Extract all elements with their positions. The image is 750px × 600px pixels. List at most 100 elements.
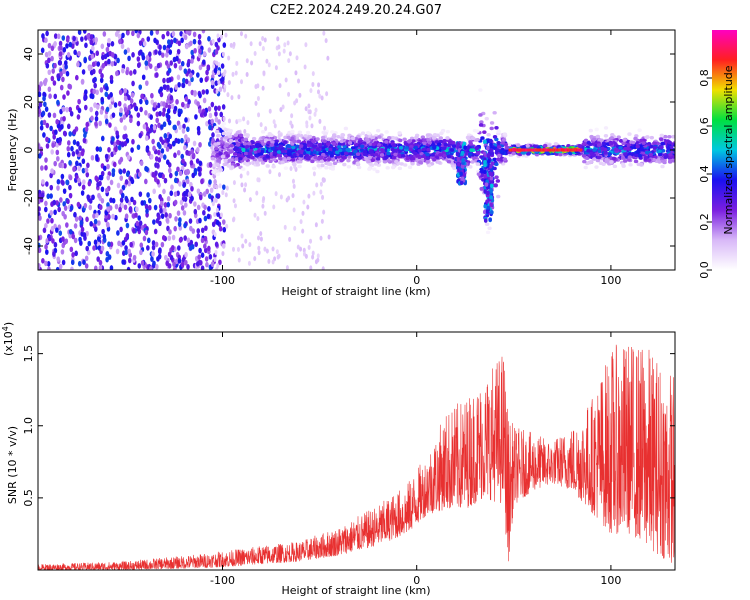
spectrogram-cell bbox=[121, 67, 125, 74]
spectrogram-cell bbox=[425, 156, 431, 160]
spectrogram-cell bbox=[85, 171, 90, 178]
spectrogram-cell bbox=[123, 49, 128, 55]
spectrogram-cell bbox=[330, 157, 336, 162]
spectrogram-cell bbox=[281, 104, 285, 110]
spectrogram-cell bbox=[394, 159, 399, 164]
spectrogram-cell bbox=[456, 141, 460, 147]
spectrogram-cell bbox=[45, 136, 49, 143]
spectrogram-cell bbox=[280, 160, 285, 165]
spectrogram-cell bbox=[97, 192, 101, 199]
spectrogram-cell bbox=[106, 163, 110, 170]
spectrogram-cell bbox=[77, 50, 81, 57]
spectrogram-cell bbox=[494, 175, 499, 180]
spectrogram-cell bbox=[76, 61, 80, 68]
spectrogram-cell bbox=[44, 244, 48, 250]
spectrogram-cell bbox=[53, 160, 57, 167]
spectrogram-cell bbox=[199, 77, 204, 83]
spectrogram-cell bbox=[189, 72, 193, 79]
spectrogram-cell bbox=[130, 92, 135, 98]
spectrogram-cell bbox=[297, 78, 301, 84]
spectrogram-cell bbox=[253, 212, 257, 218]
spectrogram-cell bbox=[224, 192, 228, 198]
spectrogram-cell bbox=[581, 142, 587, 146]
spectrogram-cell bbox=[219, 111, 224, 118]
spectrogram-cell bbox=[306, 140, 312, 145]
spectrogram-cell bbox=[178, 170, 183, 177]
spectrogram-cell bbox=[268, 108, 272, 114]
spectrogram-cell bbox=[219, 139, 224, 144]
spectrogram-cell bbox=[99, 174, 104, 181]
spectrogram-cell bbox=[113, 102, 118, 108]
spectrogram-cell bbox=[482, 151, 487, 156]
spectrogram-cell bbox=[84, 42, 88, 49]
spectrogram-cell bbox=[324, 165, 329, 170]
spectrogram-cell bbox=[646, 158, 652, 162]
spectrogram-cell bbox=[145, 166, 149, 173]
spectrogram-cell bbox=[322, 139, 327, 144]
spectrogram-cell bbox=[131, 80, 135, 87]
spectrogram-cell bbox=[231, 217, 235, 223]
spectrogram-cell bbox=[465, 135, 471, 140]
spectrogram-cell bbox=[246, 155, 251, 159]
colorbar-ticks: 0.00.20.40.60.8 bbox=[698, 69, 712, 279]
spectrogram-cell bbox=[329, 137, 334, 142]
spectrogram-cell bbox=[432, 132, 438, 137]
spectrogram-cell bbox=[628, 162, 633, 167]
spectrogram-cell bbox=[258, 158, 263, 162]
spectrogram-cell bbox=[158, 247, 162, 253]
spectrogram-cell bbox=[412, 151, 418, 156]
spectrogram-cell bbox=[127, 248, 132, 255]
spectrogram-cell bbox=[283, 42, 287, 48]
spectrogram-cell bbox=[165, 260, 169, 267]
spectrogram-cell bbox=[315, 147, 320, 152]
spectrogram-cell bbox=[377, 135, 382, 139]
spectrogram-cell bbox=[182, 210, 187, 216]
spectrogram-cell bbox=[44, 222, 48, 229]
spectrogram-cell bbox=[189, 159, 194, 166]
spectrogram-cell bbox=[326, 55, 330, 61]
spectrogram-cell bbox=[208, 162, 213, 168]
spectrogram-cell bbox=[122, 168, 127, 174]
spectrogram-cell bbox=[207, 36, 211, 42]
spectrogram-cell bbox=[293, 225, 297, 231]
spectrogram-cell bbox=[196, 228, 201, 234]
spectrogram-cell bbox=[186, 61, 191, 68]
spectrogram-cell bbox=[222, 184, 226, 190]
spectrogram-cell bbox=[294, 70, 298, 76]
spectrogram-cell bbox=[144, 135, 149, 141]
spectrogram-cell bbox=[172, 124, 177, 131]
spectrogram-cell bbox=[586, 141, 591, 145]
spectrogram-cell bbox=[95, 104, 100, 110]
spectrogram-cell bbox=[137, 215, 141, 221]
spectrogram-cell bbox=[241, 147, 246, 152]
spectrogram-cell bbox=[141, 54, 146, 61]
spectrogram-cell bbox=[322, 150, 327, 154]
spectrogram-cell bbox=[169, 60, 174, 66]
spectrogram-cell bbox=[370, 135, 376, 140]
spectrogram-cell bbox=[167, 251, 172, 258]
spectrogram-cell bbox=[343, 126, 349, 131]
spectrogram-cell bbox=[186, 137, 191, 143]
spectrogram-cell bbox=[38, 215, 42, 221]
spectrogram-cell bbox=[142, 123, 147, 130]
spectrogram-cell bbox=[56, 155, 60, 162]
spectrogram-cell bbox=[249, 41, 253, 47]
spectrogram-cell bbox=[117, 144, 122, 151]
spectrogram-cell bbox=[219, 34, 223, 40]
spectrogram-cell bbox=[488, 217, 492, 222]
spectrogram-cell bbox=[46, 193, 51, 200]
spectrogram-cell bbox=[398, 138, 403, 143]
spectrogram-cell bbox=[61, 236, 65, 242]
spectrogram-cell bbox=[196, 188, 201, 194]
spectrogram-cell bbox=[259, 122, 263, 128]
spectrogram-cell bbox=[73, 237, 78, 244]
spectrogram-cell bbox=[80, 78, 85, 85]
spectrogram-cell bbox=[156, 62, 161, 69]
colorbar-tick-label: 0.4 bbox=[698, 165, 711, 183]
spectrogram-cell bbox=[89, 39, 94, 46]
spectrogram-cell bbox=[42, 227, 47, 234]
spectrogram-cell bbox=[407, 165, 413, 170]
spectrogram-cell bbox=[192, 31, 197, 38]
spectrogram-cell bbox=[175, 55, 179, 62]
spectrogram-cell bbox=[171, 234, 176, 241]
